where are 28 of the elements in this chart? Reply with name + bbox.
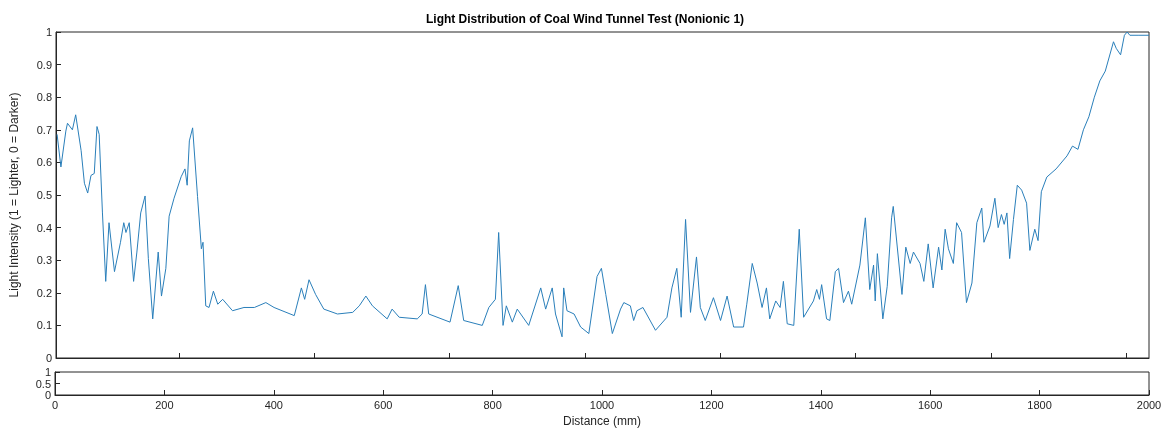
x-tick-label: 2000 <box>1136 398 1162 411</box>
x-tick-label: 1000 <box>589 398 615 411</box>
x-axis-title: Distance (mm) <box>562 414 642 428</box>
y-tick-label: 0.1 <box>36 319 52 332</box>
x-tick-label: 400 <box>264 398 283 411</box>
y-tick-label: 0.5 <box>35 377 51 390</box>
y-tick-label: 0.9 <box>36 58 52 71</box>
y-tick-label: 0.6 <box>36 156 52 169</box>
y-axis-title: Light Intensity (1 = Lighter, 0 = Darker) <box>7 92 21 298</box>
line-series <box>56 31 1150 338</box>
x-tick-label: 1200 <box>699 398 724 411</box>
y-tick-label: 0.8 <box>36 91 52 104</box>
x-tick-label: 1800 <box>1027 398 1052 411</box>
y-tick-label: 0.7 <box>36 123 52 136</box>
y-tick-label: 0 <box>44 389 51 401</box>
x-tick-label: 200 <box>155 398 174 411</box>
y-tick-label: 0.5 <box>36 189 52 201</box>
y-tick-label: 0.2 <box>36 286 52 299</box>
x-tick-label: 1400 <box>808 398 834 411</box>
y-tick-label: 0 <box>45 352 52 364</box>
chart-title: Light Distribution of Coal Wind Tunnel Test (Nonionic 1) <box>425 12 745 26</box>
x-tick-label: 600 <box>374 398 393 411</box>
y-tick-label: 1 <box>45 26 52 38</box>
y-tick-label: 0.4 <box>36 221 52 234</box>
x-tick-label: 800 <box>483 398 502 411</box>
x-tick-label: 1600 <box>917 398 943 411</box>
y-tick-label: 1 <box>44 366 51 378</box>
y-tick-label: 0.3 <box>36 254 52 267</box>
